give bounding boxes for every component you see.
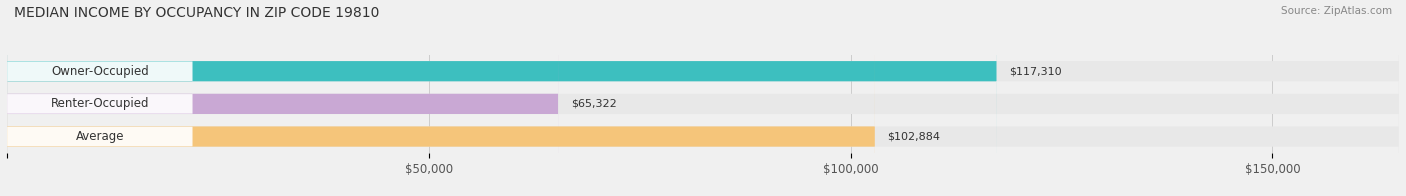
Text: MEDIAN INCOME BY OCCUPANCY IN ZIP CODE 19810: MEDIAN INCOME BY OCCUPANCY IN ZIP CODE 1… bbox=[14, 6, 380, 20]
FancyBboxPatch shape bbox=[7, 0, 997, 196]
FancyBboxPatch shape bbox=[7, 0, 193, 196]
Text: $65,322: $65,322 bbox=[571, 99, 616, 109]
Text: $117,310: $117,310 bbox=[1010, 66, 1062, 76]
FancyBboxPatch shape bbox=[7, 0, 1399, 196]
FancyBboxPatch shape bbox=[7, 0, 1399, 196]
FancyBboxPatch shape bbox=[7, 0, 875, 196]
FancyBboxPatch shape bbox=[7, 0, 193, 196]
FancyBboxPatch shape bbox=[7, 0, 1399, 196]
Text: Average: Average bbox=[76, 130, 124, 143]
Text: Renter-Occupied: Renter-Occupied bbox=[51, 97, 149, 110]
Text: Owner-Occupied: Owner-Occupied bbox=[51, 65, 149, 78]
FancyBboxPatch shape bbox=[7, 0, 558, 196]
Text: Source: ZipAtlas.com: Source: ZipAtlas.com bbox=[1281, 6, 1392, 16]
FancyBboxPatch shape bbox=[7, 0, 193, 196]
Text: $102,884: $102,884 bbox=[887, 132, 941, 142]
